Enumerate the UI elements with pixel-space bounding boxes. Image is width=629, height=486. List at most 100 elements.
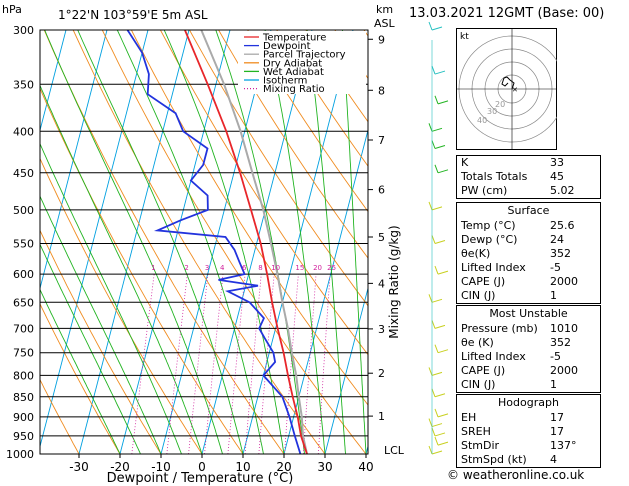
surface-label: CAPE (J) bbox=[461, 275, 506, 288]
wind-barb bbox=[437, 169, 449, 174]
pressure-tick-label: 550 bbox=[13, 237, 34, 250]
mixing-ratio-label: 4 bbox=[220, 264, 225, 272]
index-value: 33 bbox=[550, 156, 564, 169]
surface-row: Dewp (°C) 24 bbox=[457, 233, 600, 247]
surface-panel: Surface Temp (°C) 25.6 Dewp (°C) 24 θe(K) 352… bbox=[456, 202, 601, 304]
wind-barb-flag bbox=[434, 344, 439, 353]
wind-barb-flag bbox=[428, 123, 433, 132]
most-unstable-title: Most Unstable bbox=[489, 307, 568, 320]
index-label: PW (cm) bbox=[461, 184, 508, 197]
isotherm-line bbox=[40, 30, 67, 133]
height-tick-label: 6 bbox=[378, 184, 385, 197]
x-axis-label: Dewpoint / Temperature (°C) bbox=[107, 471, 294, 486]
lcl-label: LCL bbox=[384, 444, 405, 457]
wind-barb-flag bbox=[434, 265, 439, 275]
legend-entry: Parcel Trajectory bbox=[263, 50, 346, 61]
temperature-tick-label: 10 bbox=[235, 460, 250, 474]
pressure-tick-label: 600 bbox=[13, 268, 34, 281]
pressure-tick-label: 800 bbox=[13, 369, 34, 382]
pressure-tick-label: 500 bbox=[13, 204, 34, 217]
wind-barb-flag bbox=[434, 95, 439, 105]
wind-barb-flag bbox=[434, 436, 439, 446]
isotherm-line bbox=[201, 30, 313, 454]
km-unit: km bbox=[376, 3, 393, 16]
plot-frame bbox=[39, 29, 369, 455]
wind-barb-flag bbox=[434, 408, 439, 418]
pressure-tick-label: 350 bbox=[13, 78, 34, 91]
wind-barb bbox=[431, 206, 443, 211]
pressure-tick-label: 650 bbox=[13, 296, 34, 309]
wind-barb-flag bbox=[428, 367, 433, 376]
mixing-ratio-label: 1 bbox=[151, 264, 155, 272]
most-unstable-value: 1010 bbox=[550, 322, 578, 335]
wind-barb-flag bbox=[431, 140, 436, 149]
wind-barb bbox=[431, 298, 443, 303]
dry-adiabat-line bbox=[276, 30, 368, 167]
pressure-tick-label: 400 bbox=[13, 125, 34, 138]
surface-label: θe(K) bbox=[461, 247, 491, 260]
mixing-ratio-label: 15 bbox=[295, 264, 304, 272]
storm-motion-marker: ✕ bbox=[512, 86, 518, 94]
hodograph-table-label: StmSpd (kt) bbox=[461, 453, 527, 466]
mixing-ratio-axis-label: Mixing Ratio (g/kg) bbox=[387, 225, 401, 338]
surface-value: 1 bbox=[550, 289, 557, 302]
legend-entry: Wet Adiabat bbox=[263, 67, 324, 78]
wind-barb bbox=[434, 432, 446, 437]
isotherm-line bbox=[324, 286, 368, 454]
index-value: 5.02 bbox=[550, 184, 575, 197]
surface-row: θe(K) 352 bbox=[457, 247, 600, 261]
isotherm-line bbox=[160, 30, 272, 454]
wind-barb bbox=[431, 26, 443, 31]
parcel-trajectory-profile bbox=[200, 30, 308, 454]
most-unstable-label: θe (K) bbox=[461, 336, 494, 349]
mixing-ratio-label: 2 bbox=[184, 264, 188, 272]
index-row: PW (cm) 5.02 bbox=[457, 184, 600, 198]
height-tick-label: 5 bbox=[378, 231, 385, 244]
isotherm-line bbox=[78, 30, 190, 454]
height-tick-label: 9 bbox=[378, 33, 385, 46]
wind-barb-flag bbox=[428, 21, 433, 31]
hodograph-table-value: 137° bbox=[550, 439, 577, 452]
temperature-tick-label: 30 bbox=[317, 460, 332, 474]
mixing-ratio-line bbox=[303, 274, 317, 454]
wind-barb-flag bbox=[428, 201, 433, 211]
wind-barb bbox=[431, 423, 443, 428]
legend-entry: Mixing Ratio bbox=[263, 84, 325, 95]
mixing-ratio-line bbox=[204, 274, 224, 454]
surface-value: 2000 bbox=[550, 275, 578, 288]
index-value: 45 bbox=[550, 170, 564, 183]
wind-barb bbox=[437, 100, 449, 105]
most-unstable-label: Lifted Index bbox=[461, 350, 526, 363]
forecast-datetime: 13.03.2021 12GMT (Base: 00) bbox=[409, 6, 605, 21]
mixing-ratio-label: 25 bbox=[327, 264, 336, 272]
pressure-tick-label: 750 bbox=[13, 347, 34, 360]
pressure-tick-label: 700 bbox=[13, 322, 34, 335]
hodograph-table-row: SREH 17 bbox=[457, 425, 600, 439]
dry-adiabat-line bbox=[40, 302, 121, 454]
wind-barb bbox=[434, 324, 446, 329]
most-unstable-label: CAPE (J) bbox=[461, 364, 506, 377]
hodograph-table-panel: Hodograph EH 17 SREH 17 StmDir 137° StmSpd (kt… bbox=[456, 394, 601, 468]
temperature-tick-label: 20 bbox=[276, 460, 291, 474]
temperature-tick-label: 40 bbox=[358, 460, 373, 474]
surface-label: Dewp (°C) bbox=[461, 233, 518, 246]
surface-value: -5 bbox=[550, 261, 561, 274]
dry-adiabat-line bbox=[40, 378, 80, 454]
height-tick-label: 8 bbox=[378, 84, 385, 97]
asl-unit: ASL bbox=[374, 17, 396, 30]
most-unstable-row: Pressure (mb) 1010 bbox=[457, 322, 600, 336]
pressure-tick-label: 300 bbox=[13, 24, 34, 37]
hodograph-table-label: EH bbox=[461, 411, 477, 424]
hodograph-table-label: SREH bbox=[461, 425, 491, 438]
wind-barb bbox=[437, 349, 449, 354]
most-unstable-label: CIN (J) bbox=[461, 378, 496, 391]
hodograph-ring-label: 40 bbox=[477, 116, 487, 125]
pressure-tick-label: 850 bbox=[13, 391, 34, 404]
hodograph-table-row: StmSpd (kt) 4 bbox=[457, 453, 600, 467]
mixing-ratio-label: 6 bbox=[242, 264, 247, 272]
most-unstable-value: 352 bbox=[550, 336, 571, 349]
wind-barb bbox=[431, 450, 443, 455]
mixing-ratio-label: 20 bbox=[313, 264, 322, 272]
surface-row: Temp (°C) 25.6 bbox=[457, 219, 600, 233]
